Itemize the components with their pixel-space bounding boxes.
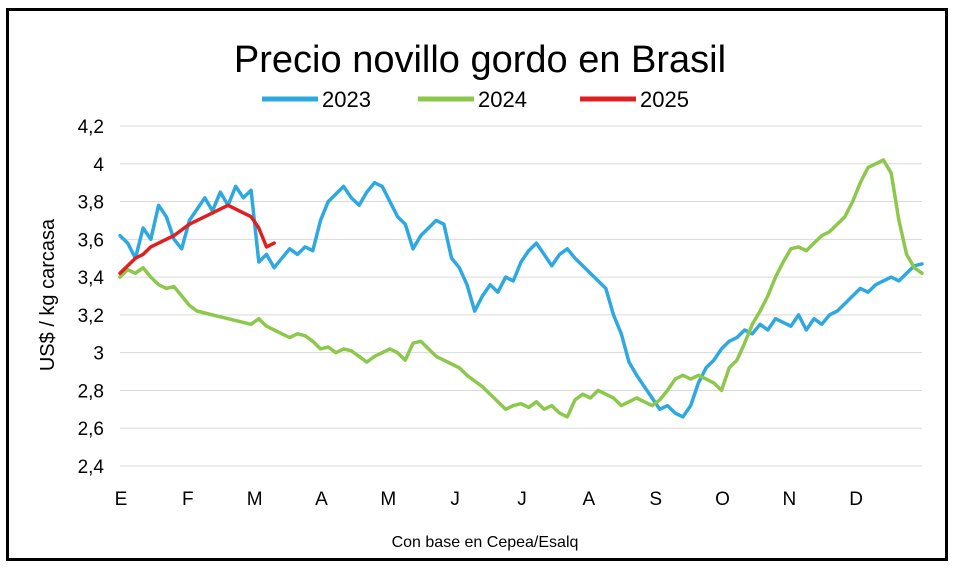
x-tick-label: J bbox=[517, 489, 527, 510]
x-tick-label: F bbox=[182, 489, 194, 510]
x-tick-label: D bbox=[849, 489, 863, 510]
x-tick-label: M bbox=[247, 489, 263, 510]
y-tick-label: 3,2 bbox=[78, 306, 104, 327]
y-tick-label: 3,8 bbox=[78, 193, 104, 214]
y-tick-label: 2,4 bbox=[78, 457, 105, 478]
y-tick-label: 4,2 bbox=[78, 117, 104, 138]
series-line-2025 bbox=[118, 203, 276, 276]
y-tick-label: 4 bbox=[93, 155, 104, 176]
y-axis-label: US$ / kg carcasa bbox=[37, 218, 59, 371]
y-tick-label: 3,4 bbox=[78, 268, 105, 289]
series-line-2023 bbox=[118, 180, 924, 419]
legend-label-2025: 2025 bbox=[640, 87, 689, 112]
series-group bbox=[118, 158, 924, 419]
series-line-2024 bbox=[118, 158, 924, 419]
source-note: Con base en Cepea/Esalq bbox=[392, 534, 579, 551]
x-tick-label: A bbox=[315, 489, 328, 510]
y-tick-label: 3 bbox=[93, 344, 104, 365]
y-tick-label: 2,8 bbox=[78, 381, 104, 402]
x-tick-label: N bbox=[782, 489, 796, 510]
legend-label-2023: 2023 bbox=[322, 87, 371, 112]
legend: 2023 2024 2025 bbox=[262, 87, 689, 112]
y-axis-ticks: 2,4 2,6 2,8 3 3,2 3,4 3,6 3,8 4 4,2 bbox=[78, 117, 105, 478]
y-tick-label: 2,6 bbox=[78, 419, 104, 440]
chart-title: Precio novillo gordo en Brasil bbox=[234, 39, 726, 81]
x-tick-label: S bbox=[649, 489, 662, 510]
x-tick-label: M bbox=[380, 489, 396, 510]
y-tick-label: 3,6 bbox=[78, 230, 104, 251]
x-tick-label: O bbox=[715, 489, 730, 510]
grid bbox=[120, 125, 922, 467]
legend-label-2024: 2024 bbox=[478, 87, 527, 112]
x-tick-label: E bbox=[115, 489, 128, 510]
x-tick-label: A bbox=[582, 489, 595, 510]
x-tick-label: J bbox=[450, 489, 460, 510]
chart-frame bbox=[6, 8, 948, 561]
